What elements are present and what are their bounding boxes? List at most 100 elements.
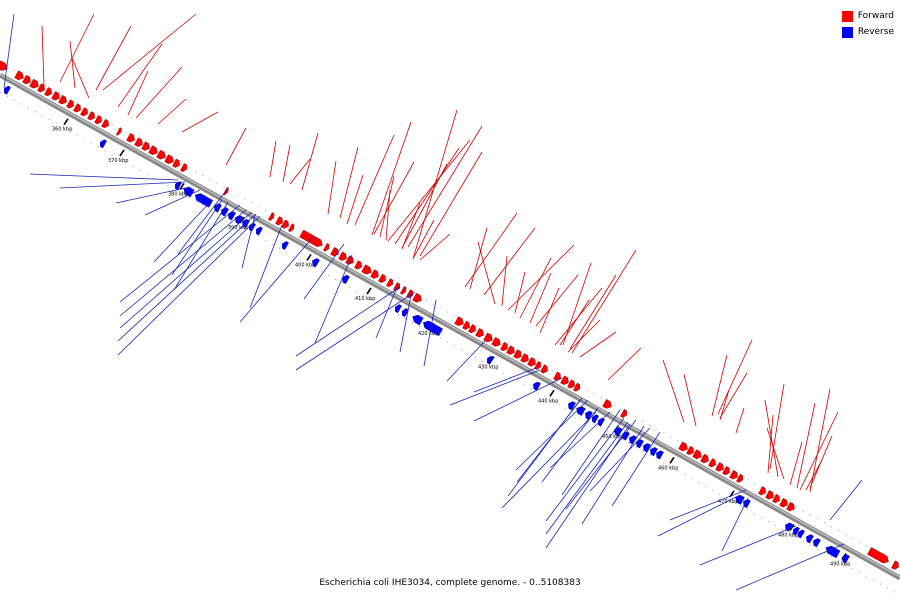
leader-line <box>469 227 488 290</box>
tick-label: 430 kbp <box>478 365 498 371</box>
reverse-gene-arrow <box>175 181 182 191</box>
forward-gene-arrow <box>87 111 95 121</box>
reverse-gene-arrow <box>533 381 541 391</box>
leader-line <box>117 213 257 342</box>
leader-line <box>59 181 186 189</box>
forward-gene-arrow <box>268 212 275 221</box>
leader-line <box>269 140 277 178</box>
forward-gene-arrow <box>37 83 45 93</box>
forward-gene-arrow <box>299 229 323 247</box>
tick-label: 480 kbp <box>778 532 798 538</box>
forward-gene-arrow <box>44 87 52 97</box>
leader-line <box>295 291 416 371</box>
leader-line <box>117 43 163 108</box>
reverse-gene-arrow <box>825 545 841 559</box>
forward-gene-arrow <box>386 278 393 288</box>
leader-line <box>719 372 748 419</box>
reverse-gene-arrow <box>636 439 644 449</box>
tick-label: 360 kbp <box>52 127 72 133</box>
forward-gene-arrow <box>14 70 24 81</box>
reverse-gene-arrow <box>568 401 576 411</box>
leader-line <box>314 254 353 344</box>
leader-line <box>401 202 421 250</box>
forward-gene-arrow <box>58 95 67 105</box>
forward-gene-arrow <box>94 115 102 125</box>
leader-line <box>394 147 460 245</box>
leader-line <box>473 377 563 422</box>
forward-gene-arrow <box>126 133 135 143</box>
forward-gene-arrow <box>400 286 407 295</box>
forward-gene-arrow <box>51 91 60 101</box>
forward-gene-arrow <box>345 255 354 265</box>
leader-line <box>153 199 213 263</box>
leader-line <box>805 459 823 491</box>
forward-gene-arrow <box>475 328 484 338</box>
forward-gene-arrow <box>66 99 74 109</box>
forward-gene-arrow <box>454 316 464 326</box>
forward-gene-arrow <box>164 154 174 164</box>
leader-line <box>301 132 319 191</box>
leader-line <box>683 373 697 427</box>
reverse-gene-arrow <box>585 410 593 420</box>
forward-gene-arrow <box>378 273 386 283</box>
leader-line <box>119 204 241 303</box>
forward-gene-arrow <box>0 60 8 71</box>
leader-line <box>117 215 261 356</box>
leader-line <box>346 174 364 225</box>
forward-gene-arrow <box>560 375 569 385</box>
reverse-gene-arrow <box>412 314 424 326</box>
reverse-gene-arrow <box>342 274 350 285</box>
leader-line <box>529 272 552 324</box>
tick-mark <box>366 287 372 295</box>
leader-line <box>535 274 579 327</box>
leader-line <box>407 125 483 248</box>
forward-gene-arrow <box>758 486 766 496</box>
forward-gene-arrow <box>700 453 709 464</box>
forward-gene-arrow <box>148 145 158 155</box>
reverse-gene-arrow <box>743 499 751 509</box>
leader-line <box>157 98 187 125</box>
leader-line <box>657 494 741 537</box>
leader-line <box>565 419 637 510</box>
leader-line <box>413 219 435 258</box>
leader-line <box>327 160 337 215</box>
legend-forward: Forward <box>841 8 894 24</box>
leader-line <box>766 427 785 480</box>
reverse-gene-arrow <box>650 447 658 457</box>
leader-line <box>339 146 359 219</box>
leader-line <box>545 421 629 535</box>
leader-line <box>477 241 496 305</box>
forward-gene-arrow <box>370 269 379 279</box>
reverse-gene-arrow <box>643 443 651 453</box>
leader-line <box>41 25 45 87</box>
leader-line <box>119 211 253 329</box>
forward-gene-arrow <box>602 399 612 409</box>
leader-line <box>102 13 197 91</box>
leader-line <box>171 199 223 276</box>
genome-caption: Escherichia coli IHE3034, complete genom… <box>319 578 581 588</box>
leader-line <box>371 121 412 236</box>
leader-line <box>719 389 730 421</box>
genome-axis <box>0 72 900 581</box>
forward-gene-arrow <box>281 219 289 229</box>
tick-mark <box>179 183 185 190</box>
tick-label: 450 kbp <box>602 434 622 440</box>
leader-line <box>501 255 508 307</box>
forward-gene-arrow <box>412 292 422 303</box>
forward-gene-arrow <box>779 497 788 508</box>
leader-line <box>611 431 661 507</box>
forward-gene-arrow <box>338 251 347 261</box>
tick-label: 390 kbp <box>228 225 248 231</box>
reverse-gene-arrow <box>735 495 745 505</box>
reverse-gene-arrow <box>842 554 850 564</box>
tick-mark <box>306 254 312 261</box>
leader-line <box>721 497 749 552</box>
leader-line <box>127 70 149 116</box>
leader-line <box>717 339 753 415</box>
leader-line <box>711 354 728 417</box>
forward-gene-arrow <box>361 264 372 275</box>
reverse-gene-arrow <box>228 211 236 221</box>
forward-gene-arrow <box>323 243 330 252</box>
leader-line <box>589 427 651 492</box>
